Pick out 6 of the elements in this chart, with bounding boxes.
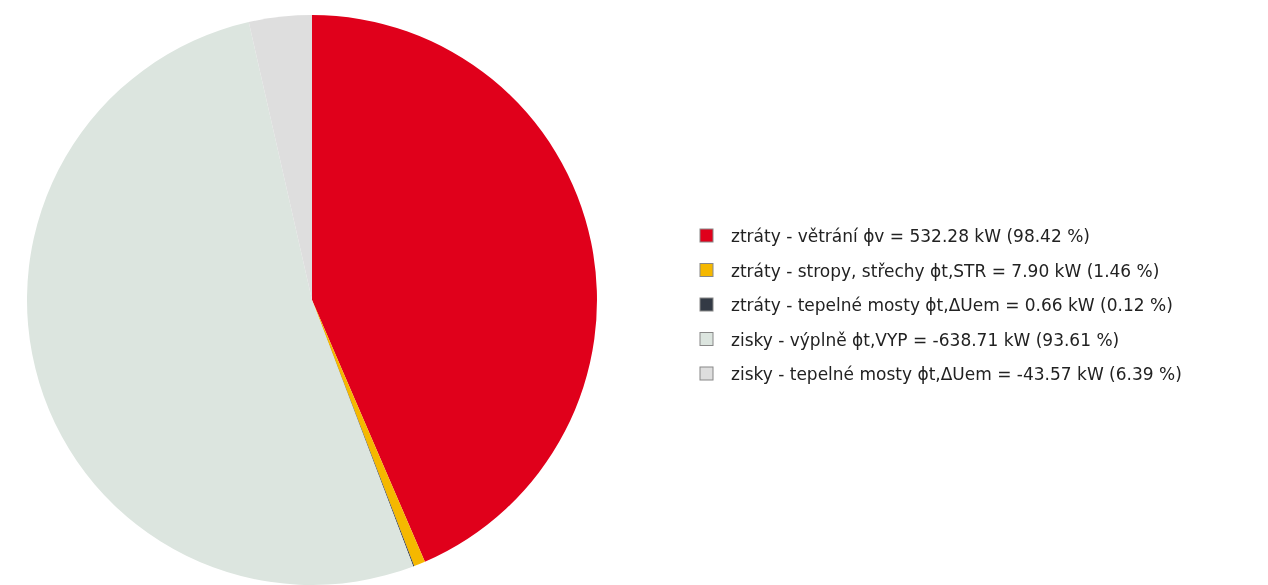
legend-label: ztráty - stropy, střechy ϕt,STR = 7.90 kW (1.46 %)	[731, 260, 1160, 281]
legend-label: zisky - výplně ϕt,VYP = -638.71 kW (93.61 %)	[731, 329, 1120, 350]
legend-label: zisky - tepelné mosty ϕt,ΔUem = -43.57 kW (6.39 %)	[731, 364, 1182, 384]
pie-slice	[312, 15, 597, 562]
legend-label: ztráty - tepelné mosty ϕt,ΔUem = 0.66 kW (0.12 %)	[731, 295, 1173, 315]
legend-label: ztráty - větrání ϕv = 532.28 kW (98.42 %)	[731, 226, 1090, 246]
